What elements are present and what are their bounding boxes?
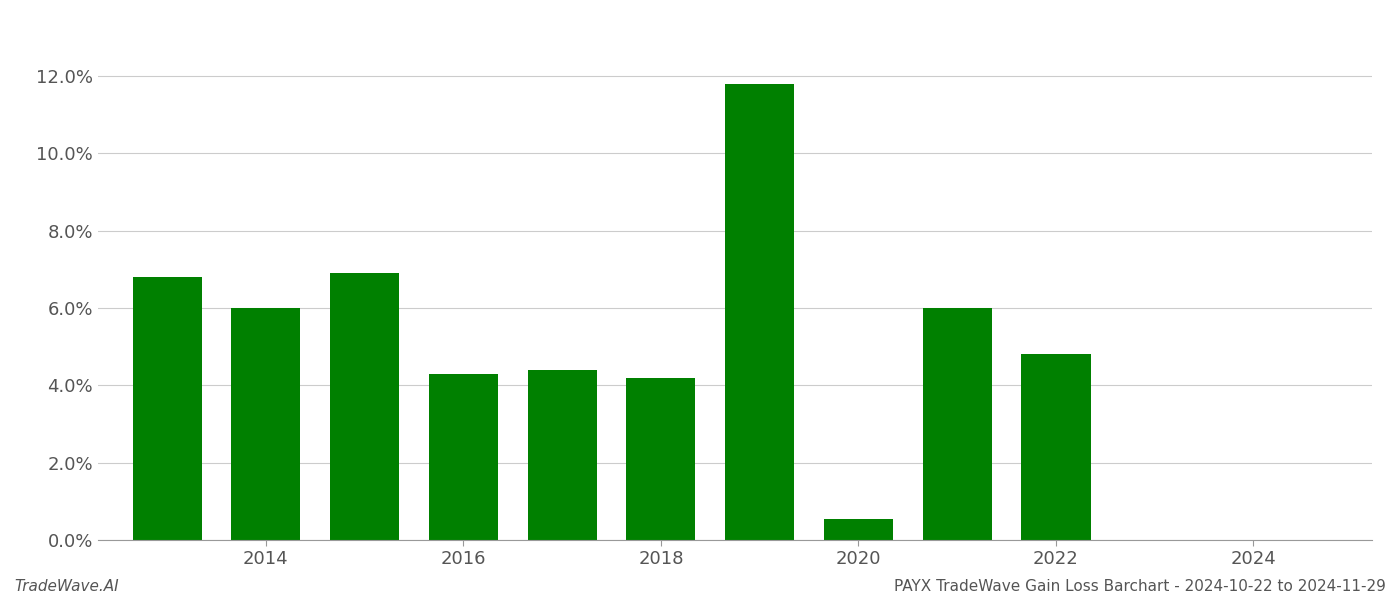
Text: PAYX TradeWave Gain Loss Barchart - 2024-10-22 to 2024-11-29: PAYX TradeWave Gain Loss Barchart - 2024… bbox=[895, 579, 1386, 594]
Bar bbox=[1022, 355, 1091, 540]
Bar bbox=[330, 273, 399, 540]
Bar bbox=[923, 308, 991, 540]
Bar bbox=[528, 370, 596, 540]
Bar bbox=[823, 519, 893, 540]
Bar bbox=[428, 374, 498, 540]
Bar bbox=[626, 377, 696, 540]
Bar bbox=[725, 84, 794, 540]
Bar bbox=[231, 308, 301, 540]
Text: TradeWave.AI: TradeWave.AI bbox=[14, 579, 119, 594]
Bar bbox=[133, 277, 202, 540]
